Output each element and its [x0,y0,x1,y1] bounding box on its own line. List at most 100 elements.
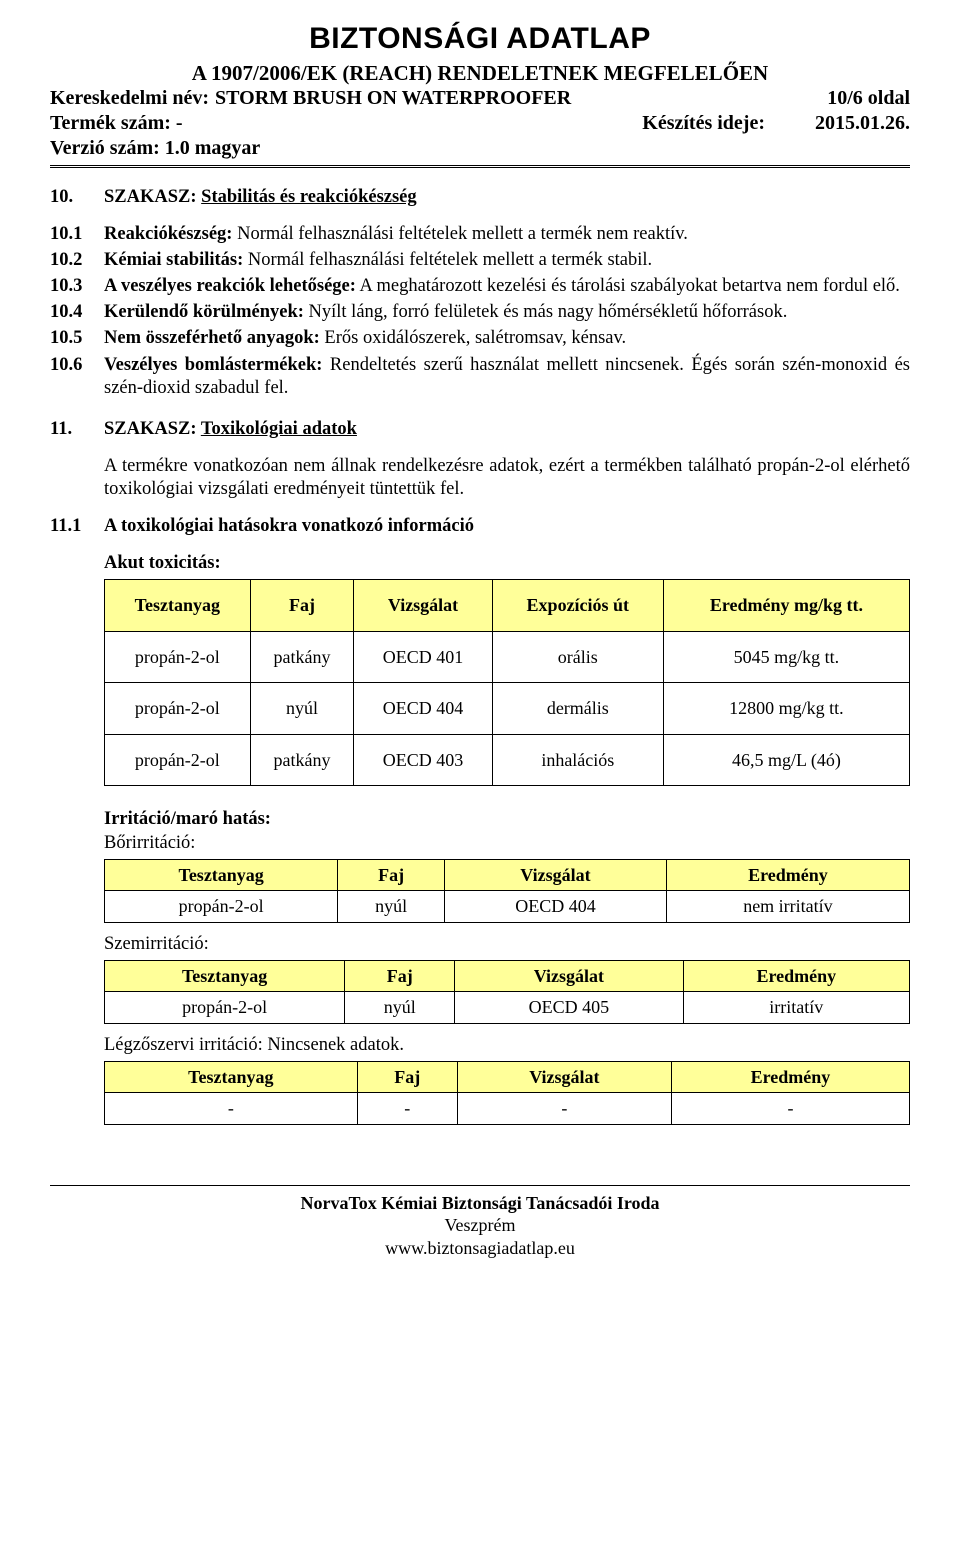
item-text: Normál felhasználási feltételek mellett … [232,224,687,244]
trade-name-label: Kereskedelmi név: [50,86,209,111]
table-cell: orális [492,631,663,683]
respiratory-irritation-label: Légzőszervi irritáció: Nincsenek adatok. [104,1034,910,1057]
table-header-cell: Vizsgálat [455,960,683,992]
respiratory-irritation-table: TesztanyagFajVizsgálatEredmény---- [104,1061,910,1125]
table-cell: nyúl [250,683,354,735]
section-11-number: 11. [50,418,104,441]
table-row: propán-2-olnyúlOECD 404dermális12800 mg/… [105,683,910,735]
table-cell: OECD 401 [354,631,492,683]
item-label: A veszélyes reakciók lehetősége: [104,276,356,296]
table-cell: propán-2-ol [105,631,251,683]
item-number: 10.5 [50,327,104,350]
table-header-cell: Expozíciós út [492,580,663,632]
item-body: Nem összeférhető anyagok: Erős oxidálósz… [104,327,910,350]
table-cell: 46,5 mg/L (4ó) [663,734,909,786]
table-header-cell: Vizsgálat [457,1061,671,1093]
item-number: 10.3 [50,275,104,298]
eye-irritation-label: Szemirritáció: [104,933,910,956]
page-number: 10/6 oldal [827,86,910,111]
header-row-2: Termék szám: - Készítés ideje: 2015.01.2… [50,111,910,136]
table-cell: patkány [250,734,354,786]
trade-name-value: STORM BRUSH ON WATERPROOFER [215,86,571,111]
item-11-1-title: A toxikológiai hatásokra vonatkozó infor… [104,516,474,536]
table-header-cell: Tesztanyag [105,580,251,632]
item-label: Kémiai stabilitás: [104,250,243,270]
prep-label: Készítés ideje: [642,112,765,134]
table-cell: nyúl [345,992,455,1024]
item-11-1-number: 11.1 [50,515,104,538]
footer: NorvaTox Kémiai Biztonsági Tanácsadói Ir… [50,1185,910,1260]
item-body: Kerülendő körülmények: Nyílt láng, forró… [104,301,910,324]
section-11-intro: A termékre vonatkozóan nem állnak rendel… [104,455,910,501]
section-10-heading: 10. SZAKASZ: Stabilitás és reakciókészsé… [50,186,910,209]
section-10-item: 10.3A veszélyes reakciók lehetősége: A m… [50,275,910,298]
table-cell: nem irritatív [666,891,909,923]
item-11-1: 11.1 A toxikológiai hatásokra vonatkozó … [50,515,910,538]
table-cell: nyúl [338,891,445,923]
table-cell: OECD 404 [354,683,492,735]
table-header-cell: Vizsgálat [354,580,492,632]
item-label: Kerülendő körülmények: [104,302,304,322]
table-cell: propán-2-ol [105,734,251,786]
table-header-cell: Eredmény [671,1061,909,1093]
item-body: Veszélyes bomlástermékek: Rendeltetés sz… [104,354,910,400]
table-cell: dermális [492,683,663,735]
section-11-title: Toxikológiai adatok [201,419,357,439]
table-header-cell: Eredmény mg/kg tt. [663,580,909,632]
table-cell: 5045 mg/kg tt. [663,631,909,683]
section-10-title: Stabilitás és reakciókészség [201,187,416,207]
header-row-1: Kereskedelmi név: STORM BRUSH ON WATERPR… [50,86,910,111]
header-divider [50,165,910,168]
item-text: Normál felhasználási feltételek mellett … [243,250,652,270]
table-cell: OECD 404 [445,891,667,923]
prep-date: 2015.01.26. [815,112,910,134]
table-header-cell: Tesztanyag [105,960,345,992]
table-row: propán-2-olpatkányOECD 401orális5045 mg/… [105,631,910,683]
item-text: Nyílt láng, forró felületek és más nagy … [304,302,787,322]
item-number: 10.2 [50,249,104,272]
header-row-3: Verzió szám: 1.0 magyar [50,136,910,161]
table-header-cell: Tesztanyag [105,1061,358,1093]
table-cell: - [671,1093,909,1125]
footer-url: www.biztonsagiadatlap.eu [50,1237,910,1260]
table-cell: - [457,1093,671,1125]
eye-irritation-table: TesztanyagFajVizsgálatEredménypropán-2-o… [104,960,910,1024]
acute-toxicity-table: TesztanyagFajVizsgálatExpozíciós útEredm… [104,579,910,786]
table-header-cell: Faj [250,580,354,632]
irritation-heading: Irritáció/maró hatás: [104,808,910,831]
item-body: A veszélyes reakciók lehetősége: A megha… [104,275,910,298]
section-10-item: 10.6Veszélyes bomlástermékek: Rendelteté… [50,354,910,400]
section-10-item: 10.5Nem összeférhető anyagok: Erős oxidá… [50,327,910,350]
section-10-item: 10.4Kerülendő körülmények: Nyílt láng, f… [50,301,910,324]
table-header-cell: Faj [338,859,445,891]
table-row: ---- [105,1093,910,1125]
table-header-cell: Tesztanyag [105,859,338,891]
footer-city: Veszprém [50,1214,910,1237]
table-header-cell: Faj [357,1061,457,1093]
item-label: Nem összeférhető anyagok: [104,328,320,348]
table-cell: propán-2-ol [105,683,251,735]
item-number: 10.1 [50,223,104,246]
table-cell: OECD 405 [455,992,683,1024]
item-body: Kémiai stabilitás: Normál felhasználási … [104,249,910,272]
table-header-cell: Eredmény [666,859,909,891]
item-text: A meghatározott kezelési és tárolási sza… [356,276,900,296]
product-number: Termék szám: - [50,111,183,136]
table-cell: irritatív [683,992,909,1024]
table-cell: - [105,1093,358,1125]
table-cell: OECD 403 [354,734,492,786]
table-row: propán-2-olnyúlOECD 405irritatív [105,992,910,1024]
table-header-cell: Vizsgálat [445,859,667,891]
section-11-heading: 11. SZAKASZ: Toxikológiai adatok [50,418,910,441]
table-cell: inhalációs [492,734,663,786]
doc-subtitle: A 1907/2006/EK (REACH) RENDELETNEK MEGFE… [50,60,910,86]
doc-title: BIZTONSÁGI ADATLAP [50,20,910,58]
item-number: 10.4 [50,301,104,324]
table-header-cell: Eredmény [683,960,909,992]
footer-company: NorvaTox Kémiai Biztonsági Tanácsadói Ir… [50,1192,910,1215]
section-prefix: SZAKASZ: [104,419,201,439]
table-cell: propán-2-ol [105,992,345,1024]
item-label: Reakciókészség: [104,224,232,244]
item-text: Erős oxidálószerek, salétromsav, kénsav. [320,328,626,348]
section-10-item: 10.2Kémiai stabilitás: Normál felhasznál… [50,249,910,272]
